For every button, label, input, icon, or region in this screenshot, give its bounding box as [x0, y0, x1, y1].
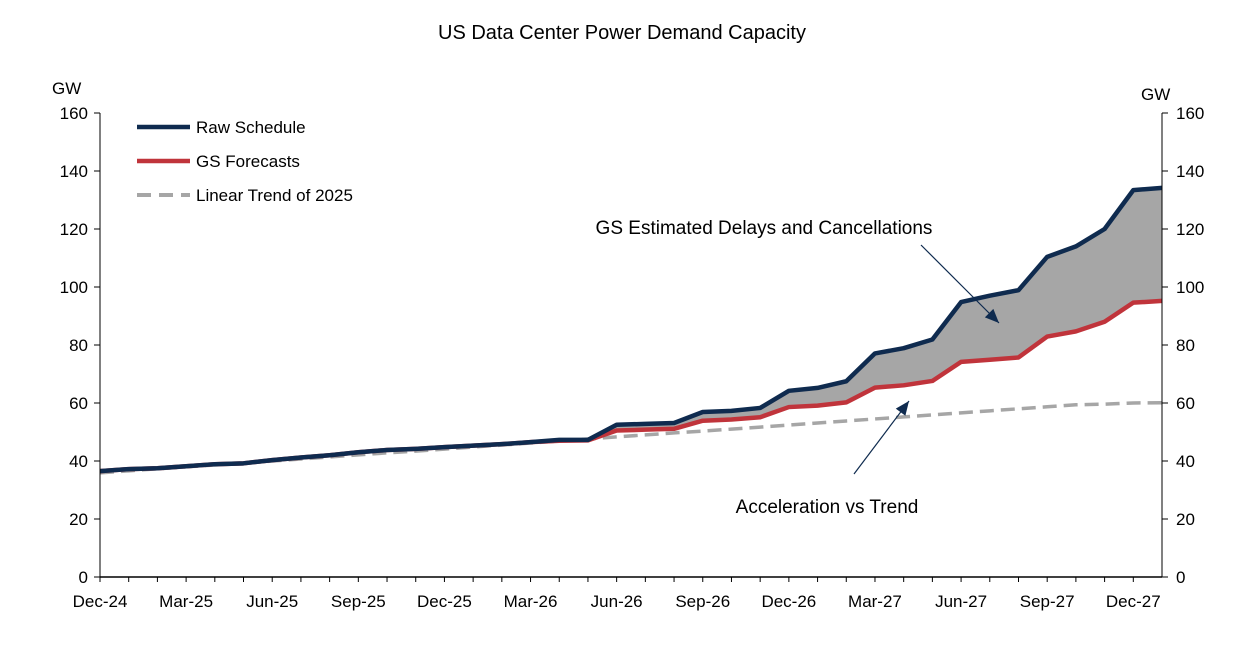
annotation-delays-label: GS Estimated Delays and Cancellations — [596, 218, 933, 239]
left-axis-unit: GW — [52, 79, 81, 98]
x-tick-label: Dec-27 — [1106, 592, 1161, 611]
x-tick-label: Dec-26 — [761, 592, 816, 611]
left-y-tick-label: 80 — [69, 336, 88, 355]
annotation-acceleration-arrow-head — [895, 401, 909, 416]
chart-title: US Data Center Power Demand Capacity — [438, 22, 806, 44]
right-y-tick-label: 40 — [1176, 452, 1195, 471]
right-y-tick-label: 120 — [1176, 220, 1204, 239]
annotations-group: GS Estimated Delays and Cancellations Acc… — [596, 218, 1000, 518]
x-tick-label: Dec-25 — [417, 592, 472, 611]
legend: Raw Schedule GS Forecasts Linear Trend of … — [137, 118, 353, 205]
annotation-delays-arrow-head — [984, 308, 999, 323]
x-tick-label: Mar-26 — [504, 592, 558, 611]
series-lines-group — [99, 185, 1163, 475]
x-tick-label: Mar-25 — [159, 592, 213, 611]
right-y-tick-label: 0 — [1176, 568, 1185, 587]
x-tick-label: Sep-26 — [675, 592, 730, 611]
annotation-delays-arrow — [920, 244, 1000, 324]
right-y-tick-label: 160 — [1176, 104, 1204, 123]
legend-label: Raw Schedule — [196, 118, 306, 137]
left-y-tick-label: 60 — [69, 394, 88, 413]
axes-group: 0 0 20 20 40 40 60 60 80 80 100 100 120 120 140 140 160 1… — [60, 104, 1205, 611]
delay-gap-area-group — [100, 187, 1162, 472]
legend-label: GS Forecasts — [196, 152, 300, 171]
left-y-tick-label: 120 — [60, 220, 88, 239]
right-y-tick-label: 20 — [1176, 510, 1195, 529]
left-y-tick-label: 160 — [60, 104, 88, 123]
raw-schedule-line — [99, 185, 1163, 474]
x-tick-label: Jun-26 — [591, 592, 643, 611]
x-tick-label: Sep-27 — [1020, 592, 1075, 611]
right-y-tick-label: 80 — [1176, 336, 1195, 355]
x-tick-label: Dec-24 — [73, 592, 128, 611]
x-tick-label: Jun-25 — [246, 592, 298, 611]
right-axis-unit: GW — [1141, 85, 1170, 104]
left-y-tick-label: 20 — [69, 510, 88, 529]
annotation-acceleration-arrow — [853, 400, 910, 475]
right-y-tick-label: 100 — [1176, 278, 1204, 297]
right-y-tick-label: 140 — [1176, 162, 1204, 181]
right-y-tick-label: 60 — [1176, 394, 1195, 413]
x-tick-label: Mar-27 — [848, 592, 902, 611]
annotation-acceleration-label: Acceleration vs Trend — [736, 497, 919, 518]
x-tick-label: Sep-25 — [331, 592, 386, 611]
left-y-tick-label: 0 — [79, 568, 88, 587]
left-y-tick-label: 100 — [60, 278, 88, 297]
delay-gap-area — [100, 187, 1162, 472]
legend-label: Linear Trend of 2025 — [196, 186, 353, 205]
left-y-tick-label: 40 — [69, 452, 88, 471]
x-tick-label: Jun-27 — [935, 592, 987, 611]
left-y-tick-label: 140 — [60, 162, 88, 181]
